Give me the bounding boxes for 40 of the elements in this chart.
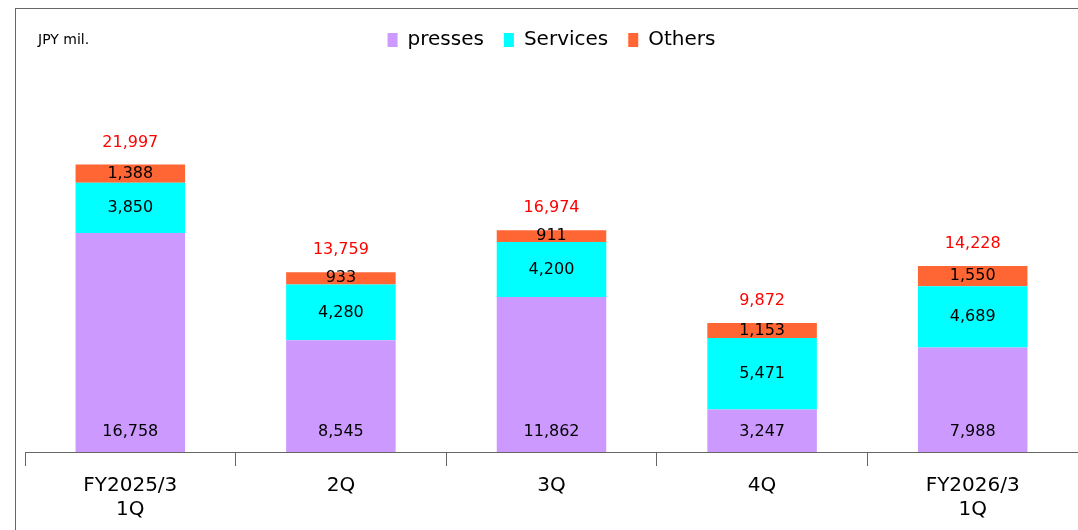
data-label: 3,850 (107, 197, 154, 217)
data-label: 1,550 (949, 265, 996, 285)
bar (707, 338, 817, 410)
bar (496, 230, 607, 243)
bar (917, 347, 1028, 452)
total-label: 16,974 (523, 197, 580, 217)
legend-label: Services (523, 26, 609, 51)
x-tick-label: FY2025/3 1Q (83, 472, 178, 521)
bar (75, 233, 186, 452)
data-label: 16,758 (102, 421, 159, 441)
data-label: 4,280 (317, 301, 364, 321)
data-label: 911 (536, 225, 567, 245)
x-tick-label: FY2026/3 1Q (925, 472, 1020, 521)
legend-label: Others (648, 26, 716, 51)
x-tick-label: 4Q (747, 472, 777, 497)
bar (75, 182, 186, 234)
data-label: 933 (325, 267, 357, 287)
bar (917, 286, 1028, 348)
data-label: 1,153 (739, 319, 786, 339)
legend-label: presses (407, 26, 484, 51)
bar (286, 284, 396, 341)
bar (496, 242, 607, 297)
data-label: 11,862 (523, 421, 580, 441)
text: JPY mil. (37, 30, 90, 47)
bar (496, 297, 607, 452)
x-tick-label: 3Q (537, 472, 566, 497)
data-label: 3,247 (739, 421, 786, 441)
bar (286, 340, 396, 452)
x-tick-label: 2Q (326, 472, 356, 497)
total-label: 9,872 (739, 290, 786, 310)
data-label: 7,988 (949, 421, 996, 441)
data-label: 4,200 (528, 258, 575, 278)
total-label: 21,997 (102, 131, 159, 151)
data-label: 8,545 (317, 421, 364, 441)
total-label: 14,228 (944, 233, 1001, 253)
data-label: 4,689 (949, 306, 996, 326)
data-label: 1,388 (107, 162, 154, 182)
total-label: 13,759 (312, 239, 369, 259)
bar (707, 409, 817, 452)
data-label: 5,471 (739, 362, 786, 382)
